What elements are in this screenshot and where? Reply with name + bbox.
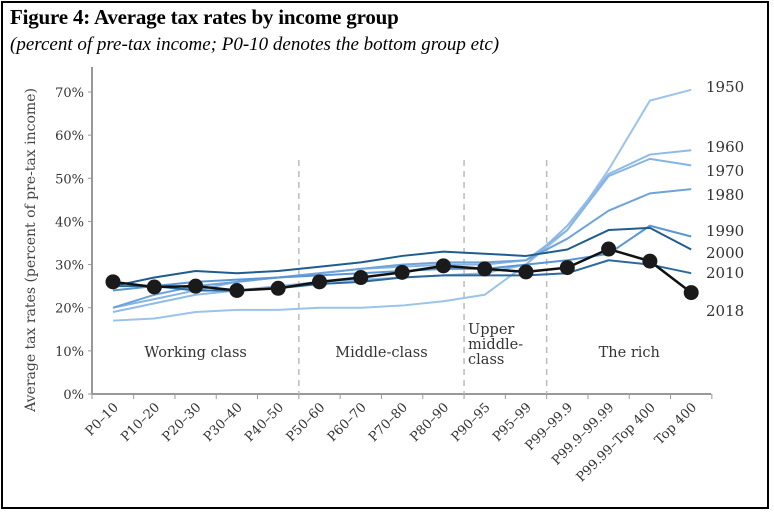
y-axis-label: Average tax rates (percent of pre-tax in… xyxy=(23,88,39,413)
series-label-1950: 1950 xyxy=(706,78,744,96)
series-label-1960: 1960 xyxy=(706,138,744,156)
x-tick-label: P40–50 xyxy=(242,400,287,445)
region-label: class xyxy=(468,352,504,368)
x-tick-label: P0–10 xyxy=(83,400,122,439)
series-line-1980 xyxy=(112,188,692,309)
x-tick-label: P70–80 xyxy=(366,400,411,445)
x-tick-label: P90–95 xyxy=(449,400,494,445)
data-point-2018 xyxy=(683,285,699,301)
y-tick-label: 0% xyxy=(63,388,84,403)
data-point-2018 xyxy=(394,264,410,280)
data-point-2018 xyxy=(518,264,534,280)
region-dividers xyxy=(298,160,548,394)
data-point-2018 xyxy=(435,258,451,274)
series-markers xyxy=(105,241,699,301)
data-point-2018 xyxy=(229,282,245,298)
y-tick-label: 70% xyxy=(55,86,84,101)
series-label-2018: 2018 xyxy=(706,302,744,320)
series-label-2000: 2000 xyxy=(706,244,744,262)
data-point-2018 xyxy=(270,280,286,296)
data-point-2018 xyxy=(601,241,617,257)
data-point-2018 xyxy=(642,253,658,269)
region-label: middle- xyxy=(468,337,523,353)
series-label-2010: 2010 xyxy=(706,264,744,282)
data-point-2018 xyxy=(353,270,369,286)
axes: 0% 10% 20% 30% 40% 50% 60% 70% P0–10P10–20P20–30… xyxy=(55,67,713,485)
x-tick-label: P30–40 xyxy=(201,400,246,445)
data-point-2018 xyxy=(477,261,493,277)
series-label-1990: 1990 xyxy=(706,222,744,240)
data-point-2018 xyxy=(146,279,162,295)
x-tick-label: P99.99–Top 400 xyxy=(574,400,659,485)
x-tick-label: P60–70 xyxy=(325,400,370,445)
series-labels: 1950 1960 1970 1980 1990 2000 2010 2018 xyxy=(706,78,744,320)
region-label: Working class xyxy=(144,345,247,361)
series-label-1970: 1970 xyxy=(706,162,744,180)
y-tick-label: 50% xyxy=(55,172,84,187)
y-tick-label: 40% xyxy=(55,215,84,230)
region-labels: Working class Middle-class Uppermiddle-cla… xyxy=(144,322,660,368)
data-point-2018 xyxy=(188,278,204,294)
region-label: Upper xyxy=(468,322,514,338)
series-line-2000 xyxy=(112,226,692,288)
data-point-2018 xyxy=(559,260,575,276)
x-tick-label: P10–20 xyxy=(118,400,163,445)
region-label: The rich xyxy=(599,345,660,361)
y-tick-label: 30% xyxy=(55,259,84,274)
data-point-2018 xyxy=(105,274,121,290)
data-point-2018 xyxy=(312,274,327,290)
y-tick-label: 20% xyxy=(55,302,84,317)
region-label: Middle-class xyxy=(335,345,427,361)
x-tick-label: Top 400 xyxy=(652,400,700,448)
chart-title: Figure 4: Average tax rates by income gr… xyxy=(10,5,399,29)
series-label-1980: 1980 xyxy=(706,186,744,204)
x-tick-label: P80–90 xyxy=(407,400,452,445)
y-tick-label: 10% xyxy=(55,345,84,360)
x-tick-label: P50–60 xyxy=(284,400,329,445)
x-tick-label: P20–30 xyxy=(160,400,205,445)
y-tick-label: 60% xyxy=(55,129,84,144)
chart-subtitle: (percent of pre-tax income; P0-10 denote… xyxy=(10,34,500,55)
